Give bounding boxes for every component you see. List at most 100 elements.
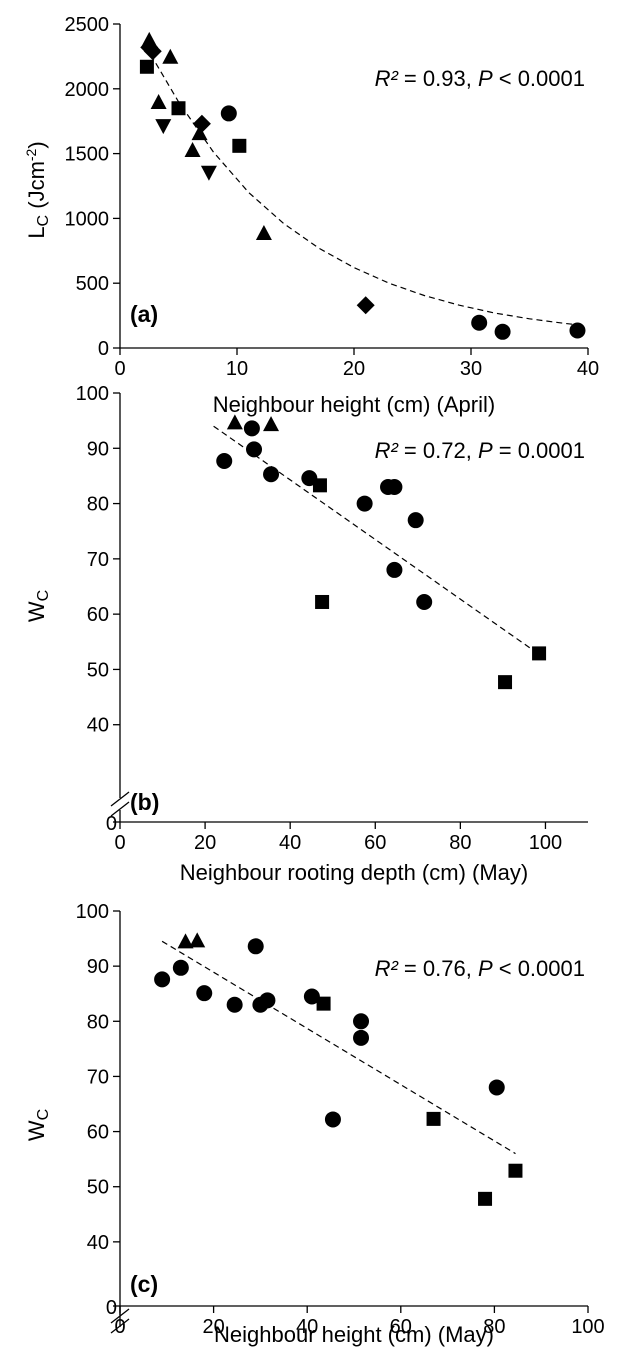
panel-a-point-triangle-up: [162, 48, 179, 64]
panel-b-point-circle: [386, 561, 403, 578]
panel-c-y-tick-label: 60: [87, 1122, 109, 1144]
panel-a-point-triangle-up: [150, 94, 167, 110]
panel-c-x-tick-label: 40: [296, 1316, 318, 1338]
panel-c-y-sub: C: [35, 1109, 52, 1121]
panel-b-point-triangle-up: [226, 414, 243, 430]
panel-b-x-tick-label: 20: [194, 832, 216, 854]
panel-b-axis-break-zero: 0: [106, 813, 117, 835]
panel-c-fit-line: [161, 940, 516, 1155]
panel-b-fit: [213, 425, 538, 654]
panel-a-fit-line: [145, 45, 583, 326]
panel-a-point-triangle-down: [200, 165, 217, 181]
panel-b-y-axis-label: WC: [24, 590, 52, 622]
panel-a-point-triangle-up: [141, 31, 158, 47]
panel-c-y-axis-label: WC: [24, 1109, 52, 1141]
panel-a-point-triangle-up: [184, 142, 201, 158]
panel-c-y-tick-label: 90: [87, 956, 109, 978]
panel-b-label: (b): [130, 789, 159, 815]
panel-a-x-tick-label: 20: [343, 358, 365, 380]
panel-a-point-diamond: [356, 296, 375, 315]
panel-a-y-tick-label: 2500: [65, 14, 110, 36]
panel-c-x-tick-label: 20: [202, 1316, 224, 1338]
panel-b-point-circle: [263, 466, 280, 483]
panel-a-y-tick-label: 1500: [65, 144, 110, 166]
panel-c-x-axis-label: Neighbour height (cm) (May): [214, 1322, 494, 1347]
panel-b-y-tick-label: 50: [87, 659, 109, 681]
panel-b-x-tick-label: 0: [114, 832, 125, 854]
panel-b-p-value: = 0.0001: [493, 438, 585, 463]
panel-a-point-triangle-up: [255, 224, 272, 240]
panel-b-point-square: [312, 478, 327, 493]
panel-a-y-tick-label: 0: [98, 338, 109, 360]
panel-c-point-circle: [172, 959, 189, 976]
panel-b-point-triangle-up: [263, 416, 280, 432]
panel-a-markers: [139, 31, 586, 340]
panel-a-x-tick-label: 30: [460, 358, 482, 380]
panel-b-x-axis-label: Neighbour rooting depth (cm) (May): [180, 860, 528, 885]
panel-c-x-tick-label: 0: [114, 1316, 125, 1338]
panel-c-ticks: 40 50 60 70 80 90 100 0 20 40 60 80 100: [76, 901, 605, 1338]
panel-a-y-axis-label: LC (Jcm-2): [23, 141, 52, 238]
panel-c-y-tick-label: 70: [87, 1066, 109, 1088]
panel-c-x-tick-label: 100: [571, 1316, 604, 1338]
panel-a-y-tick-label: 1000: [65, 208, 110, 230]
panel-a-p-value: < 0.0001: [493, 66, 585, 91]
panel-c-y-tick-label: 100: [76, 901, 109, 923]
panel-c-point-circle: [303, 988, 320, 1005]
panel-b-y-tick-label: 60: [87, 604, 109, 626]
panel-c-point-circle: [196, 985, 213, 1002]
panel-b-axis-break-mark-2: [110, 801, 130, 817]
panel-c-axis-break-mark-2: [110, 1318, 130, 1334]
panel-a-y-tick-label: 2000: [65, 79, 110, 101]
panel-c-y-tick-label: 80: [87, 1011, 109, 1033]
panel-b: 40 50 60 70 80 90 100 0 20 40 60 80 100 0 (b) R² = 0…: [24, 383, 588, 885]
panel-b-point-circle: [216, 453, 233, 470]
panel-c-point-circle: [353, 1029, 370, 1046]
panel-a-point-square: [139, 59, 154, 74]
panel-b-y-tick-label: 90: [87, 438, 109, 460]
panel-c-x-tick-label: 80: [483, 1316, 505, 1338]
panel-b-point-square: [532, 646, 547, 661]
panel-a-y-unit-prefix: (Jcm: [24, 161, 49, 215]
panel-c-p-label: P: [478, 956, 493, 981]
panel-a-x-tick-label: 40: [577, 358, 599, 380]
panel-a-x-tick-label: 0: [114, 358, 125, 380]
panel-c-point-circle: [226, 996, 243, 1013]
panel-c-fit: [161, 940, 516, 1155]
panel-a-r2-value: = 0.93,: [398, 66, 478, 91]
panel-c-label: (c): [130, 1271, 158, 1297]
panel-c-markers: [154, 932, 523, 1206]
panel-b-stat: R² = 0.72, P = 0.0001: [375, 438, 585, 463]
panel-c-point-circle: [488, 1079, 505, 1096]
panel-c-y-tick-label: 50: [87, 1177, 109, 1199]
panel-a-point-circle: [494, 323, 511, 340]
panel-b-point-circle: [356, 495, 373, 512]
panel-c-point-circle: [154, 971, 171, 988]
panel-a-stat: R² = 0.93, P < 0.0001: [375, 66, 585, 91]
panel-c-point-square: [426, 1111, 441, 1126]
panel-c-point-triangle-up: [177, 933, 194, 949]
panel-a-x-tick-label: 10: [226, 358, 248, 380]
panel-a-x-axis-label: Neighbour height (cm) (April): [213, 392, 495, 417]
panel-b-x-tick-label: 60: [364, 832, 386, 854]
panel-b-y-tick-label: 70: [87, 549, 109, 571]
panel-c-stat: R² = 0.76, P < 0.0001: [375, 956, 585, 981]
panel-b-point-square: [315, 594, 330, 609]
panel-c-axis-break-mark-1: [110, 1308, 130, 1324]
panel-a-point-triangle-down: [155, 119, 172, 135]
panel-b-point-circle: [386, 478, 403, 495]
panel-a-point-square: [232, 138, 247, 153]
panel-a-y-unit-suffix: ): [24, 141, 49, 148]
panel-a-ticks: 0 500 1000 1500 2000 2500 0 10 20 30 40: [65, 14, 600, 380]
panel-a-p-label: P: [478, 66, 493, 91]
panel-b-r2-value: = 0.72,: [398, 438, 478, 463]
panel-b-y-tick-label: 80: [87, 494, 109, 516]
panel-b-fit-line: [213, 425, 538, 654]
panel-b-markers: [216, 414, 547, 690]
panel-c-r2-value: = 0.76,: [398, 956, 478, 981]
panel-c-point-circle: [324, 1111, 341, 1128]
panel-c-y-main: W: [24, 1120, 49, 1141]
panel-a-y-tick-label: 500: [76, 273, 109, 295]
panel-c-point-square: [508, 1163, 523, 1178]
